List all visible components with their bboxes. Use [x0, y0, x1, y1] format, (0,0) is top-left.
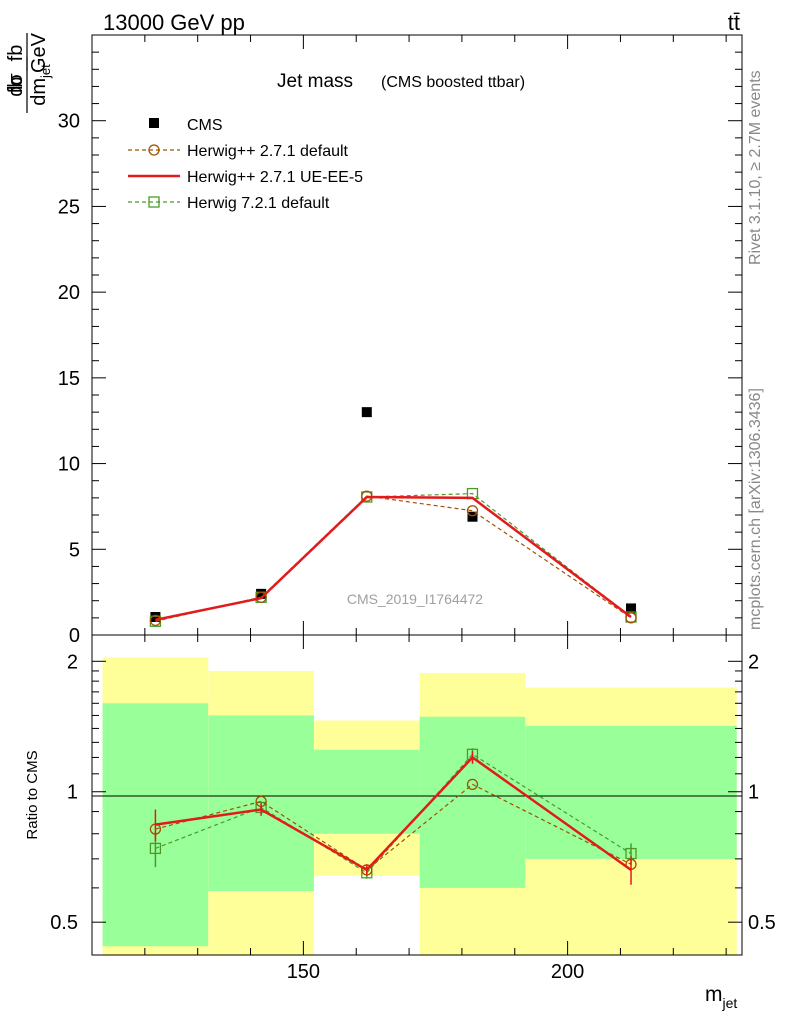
- legend-label-herwig7-default: Herwig 7.2.1 default: [187, 195, 330, 212]
- legend-marker-herwigpp-default: [148, 144, 160, 156]
- legend-label-herwigpp-ueee5: Herwig++ 2.7.1 UE-EE-5: [187, 169, 363, 186]
- y-axis-unit: fb GeV: [5, 32, 50, 73]
- y-tick-label-10: 10: [58, 454, 80, 476]
- ratio-bands: [102, 657, 737, 955]
- main-point-cms: [150, 612, 161, 622]
- ratio-tick-label-1: 1: [67, 782, 78, 804]
- y-tick-label-30: 30: [58, 111, 80, 133]
- energy-label: 13000 GeV pp: [103, 10, 245, 35]
- main-y-ticks: 0 5 10 15 20 25 30: [58, 51, 742, 647]
- main-point-cms: [361, 407, 372, 418]
- ratio-point-herwig-7-2-1-default: [149, 842, 162, 855]
- y-label-numerator: dσ: [5, 73, 27, 97]
- x-tick-label-150: 150: [287, 961, 320, 983]
- main-line-herwig-2-7-1-ue-ee-5: [155, 495, 632, 622]
- main-point-herwig-2-7-1-default: [149, 614, 162, 627]
- x-axis-label: mjet: [705, 983, 737, 1011]
- main-point-cms: [467, 511, 478, 522]
- ratio-y-label: Ratio to CMS: [24, 750, 41, 839]
- main-series: [149, 407, 637, 627]
- ratio-band-inner: [313, 749, 420, 834]
- y-tick-label-20: 20: [58, 282, 80, 304]
- x-tick-label-200: 200: [551, 961, 584, 983]
- y-unit-den: GeV: [28, 32, 50, 73]
- ratio-tick-label-right-0.5: 0.5: [748, 912, 776, 934]
- main-point-herwig-2-7-1-default: [466, 505, 479, 517]
- analysis-id: CMS_2019_I1764472: [347, 591, 483, 607]
- main-point-herwig-2-7-1-default: [625, 612, 637, 624]
- ratio-series: [149, 748, 637, 885]
- ratio-point-herwig-2-7-1-default: [466, 778, 479, 791]
- legend: CMS Herwig++ 2.7.1 default Herwig++ 2.7.…: [128, 117, 363, 212]
- chart-title: Jet mass: [277, 71, 353, 92]
- main-point-herwig-2-7-1-default: [255, 591, 267, 603]
- y-tick-label-15: 15: [58, 368, 80, 390]
- y-axis-label: dσ dmjet fb: [5, 57, 53, 113]
- y-unit-num: fb: [5, 45, 27, 62]
- main-point-cms: [626, 603, 637, 614]
- ratio-y-ticks: 0.5 0.5 1 1 2 2: [50, 651, 776, 934]
- side-label-mcplots: mcplots.cern.ch [arXiv:1306.3436]: [747, 388, 764, 630]
- y-unit-numerator: fb: [5, 77, 27, 94]
- main-point-cms: [256, 588, 267, 599]
- ratio-band-inner: [419, 716, 526, 888]
- x-ticks: 150 200: [91, 35, 727, 983]
- process-label: tt̄: [728, 10, 740, 35]
- ratio-line-herwig-2-7-1-default: [155, 783, 632, 871]
- legend-marker-cms: [149, 118, 159, 128]
- y-tick-label-5: 5: [69, 539, 80, 561]
- ratio-line-herwig-7-2-1-default: [155, 753, 632, 874]
- y-tick-label-0: 0: [69, 625, 80, 647]
- y-label-denominator: dmjet: [28, 64, 53, 106]
- y-tick-label-25: 25: [58, 196, 80, 218]
- ratio-panel-frame: [91, 634, 743, 956]
- ratio-band-inner: [525, 725, 737, 859]
- ratio-tick-label-right-1: 1: [748, 782, 759, 804]
- ratio-tick-label-right-2: 2: [748, 651, 759, 673]
- chart-subtitle: (CMS boosted ttbar): [381, 74, 525, 91]
- legend-label-cms: CMS: [187, 117, 223, 134]
- ratio-tick-label-2: 2: [67, 651, 78, 673]
- legend-label-herwigpp-default: Herwig++ 2.7.1 default: [187, 143, 349, 160]
- side-label-rivet: Rivet 3.1.10, ≥ 2.7M events: [747, 70, 764, 265]
- legend-marker-herwig7-default: [148, 196, 160, 208]
- ratio-tick-label-0.5: 0.5: [50, 912, 78, 934]
